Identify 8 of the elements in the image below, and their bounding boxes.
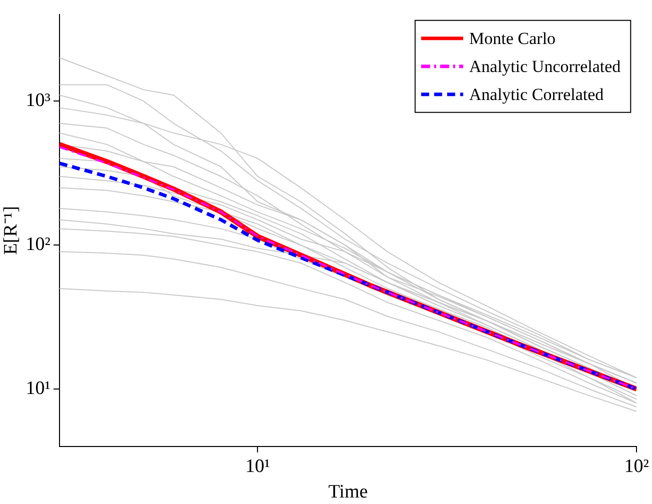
y-tick-label: 10² (26, 234, 51, 256)
y-tick-label: 10¹ (26, 378, 51, 400)
y-tick-label: 10³ (26, 90, 51, 112)
legend-label: Analytic Uncorrelated (469, 56, 622, 76)
y-axis-title: E[R⁻¹] (0, 206, 22, 255)
legend-label: Analytic Correlated (469, 84, 604, 104)
legend-label: Monte Carlo (469, 28, 556, 48)
x-axis-title: Time (328, 482, 368, 503)
